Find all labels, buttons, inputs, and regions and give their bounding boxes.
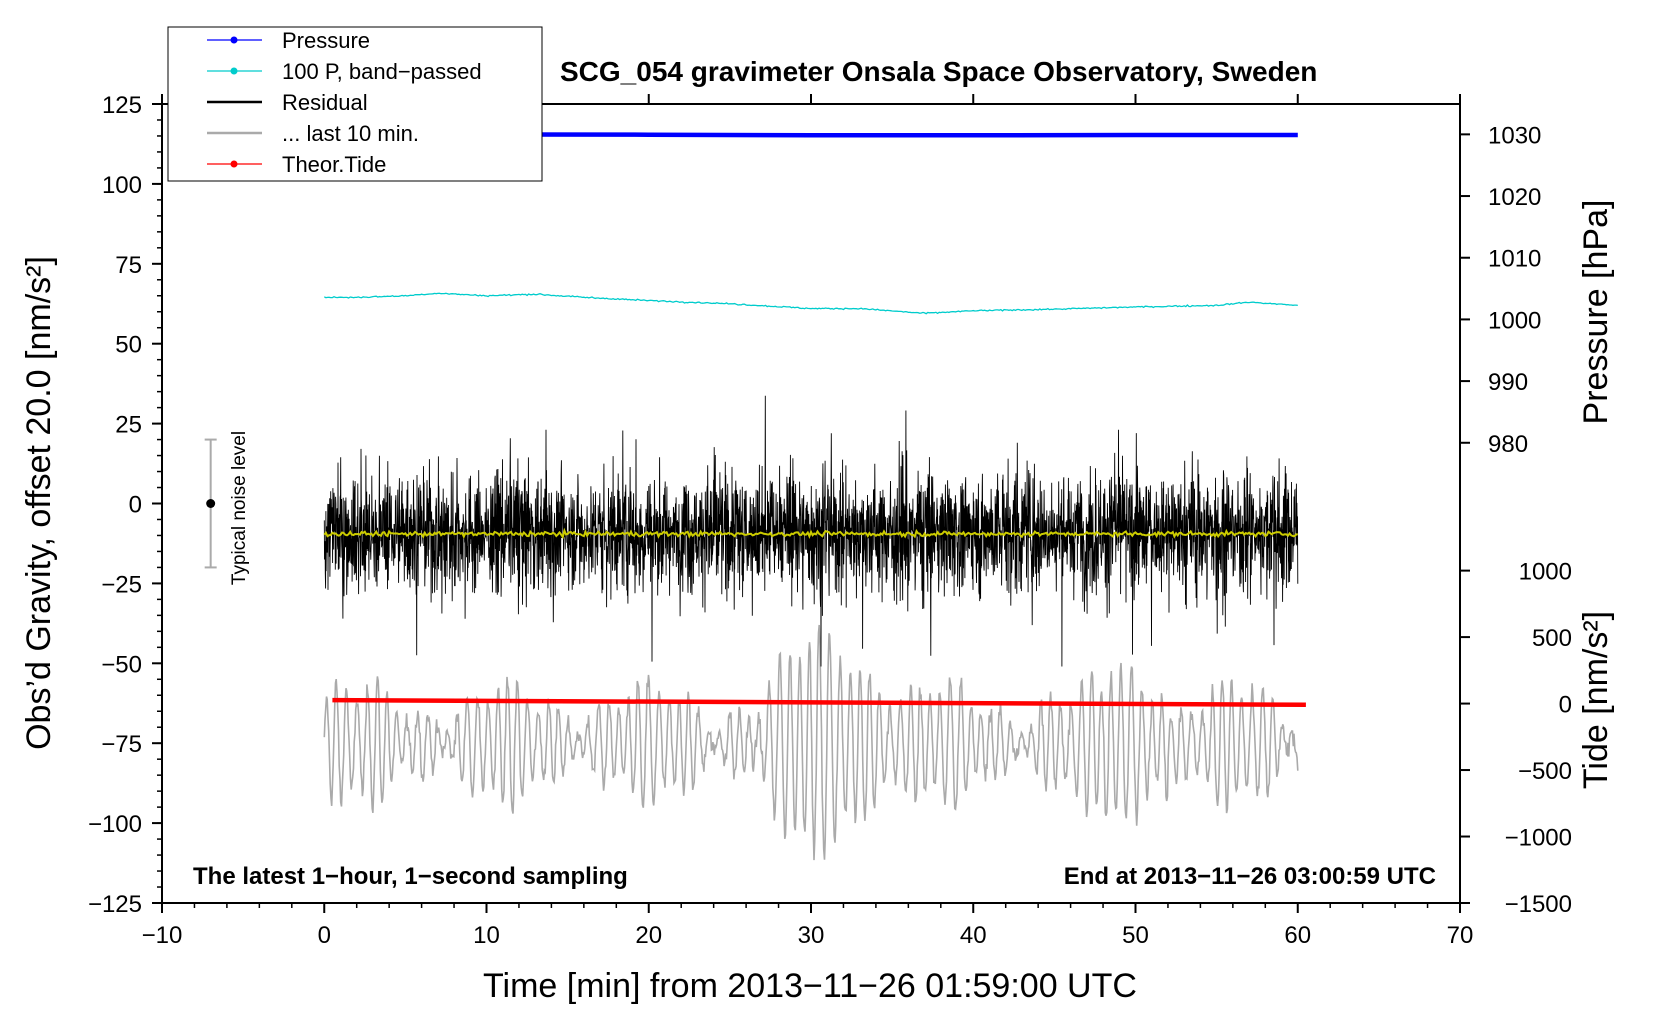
y-left-tick-label: 50: [115, 332, 142, 359]
y-tide-tick-label: 1000: [1519, 559, 1572, 586]
chart-title: SCG_054 gravimeter Onsala Space Observat…: [560, 56, 1317, 87]
legend-marker: [230, 36, 238, 44]
y-pressure-tick-label: 1000: [1488, 307, 1541, 334]
legend-item: Theor.Tide: [207, 152, 386, 177]
y-pressure-tick-label: 990: [1488, 369, 1528, 396]
legend-label: 100 P, band−passed: [282, 59, 482, 84]
y-axis-title-pressure: Pressure [hPa]: [1577, 200, 1615, 425]
y-left-tick-label: 25: [115, 412, 142, 439]
note-right: End at 2013−11−26 03:00:59 UTC: [1064, 863, 1436, 890]
legend-marker: [230, 67, 238, 75]
legend-item: Residual: [207, 90, 368, 115]
noise-level-indicator: Typical noise level: [204, 431, 250, 585]
noise-level-label: Typical noise level: [229, 431, 250, 585]
x-tick-label: 60: [1284, 922, 1311, 949]
legend-label: ... last 10 min.: [282, 121, 419, 146]
x-axis-title: Time [min] from 2013−11−26 01:59:00 UTC: [483, 967, 1137, 1005]
legend-label: Residual: [282, 90, 368, 115]
y-left-tick-label: −125: [88, 891, 142, 918]
y-left-tick-label: 0: [129, 492, 142, 519]
y-pressure-tick-label: 980: [1488, 431, 1528, 458]
y-left-tick-label: 100: [102, 172, 142, 199]
x-tick-label: 70: [1447, 922, 1474, 949]
x-tick-label: −10: [142, 922, 183, 949]
legend: Pressure 100 P, band−passed Residual ... la…: [167, 26, 543, 182]
y-left-tick-label: −25: [101, 571, 142, 598]
x-tick-label: 30: [798, 922, 825, 949]
y-axis-title-left: Obs’d Gravity, offset 20.0 [nm/s²]: [20, 256, 58, 750]
x-tick-label: 0: [318, 922, 331, 949]
y-pressure-tick-label: 1030: [1488, 122, 1541, 149]
x-tick-label: 20: [635, 922, 662, 949]
series-last-10-min: [323, 624, 1299, 861]
series-residual-mean: [323, 527, 1298, 540]
legend-box: [167, 26, 543, 182]
series-layer: [323, 132, 1306, 861]
noise-level-dot: [206, 499, 216, 508]
y-pressure-tick-label: 1020: [1488, 184, 1541, 211]
y-tide-tick-label: −500: [1518, 758, 1572, 785]
y-axis-title-tide: Tide [nm/s²]: [1577, 611, 1615, 789]
y-tide-tick-label: 0: [1559, 692, 1572, 719]
y-tide-tick-label: 500: [1532, 625, 1572, 652]
series-band-passed-pressure: [323, 292, 1298, 315]
legend-item: ... last 10 min.: [207, 121, 419, 146]
y-tide-tick-label: −1500: [1505, 891, 1572, 918]
y-tide-tick-label: −1000: [1505, 825, 1572, 852]
legend-label: Theor.Tide: [282, 152, 386, 177]
x-tick-label: 50: [1122, 922, 1149, 949]
y-left-tick-label: 75: [115, 252, 142, 279]
legend-marker: [230, 160, 238, 168]
legend-label: Pressure: [282, 28, 370, 53]
series-residual: [323, 395, 1299, 667]
series-theoretical-tide: [332, 697, 1306, 708]
y-left-tick-label: −50: [101, 651, 142, 678]
y-left-tick-label: −75: [101, 731, 142, 758]
x-tick-label: 40: [960, 922, 987, 949]
y-left-tick-label: −100: [88, 811, 142, 838]
y-left-tick-label: 125: [102, 92, 142, 119]
note-left: The latest 1−hour, 1−second sampling: [193, 863, 628, 890]
legend-item: 100 P, band−passed: [207, 59, 482, 84]
x-tick-label: 10: [473, 922, 500, 949]
y-pressure-tick-label: 1010: [1488, 246, 1541, 273]
legend-item: Pressure: [207, 28, 370, 53]
tick-layer: −10 0 10 20 30 40 50 60 701251007550250−25−50−75…: [88, 92, 1572, 949]
